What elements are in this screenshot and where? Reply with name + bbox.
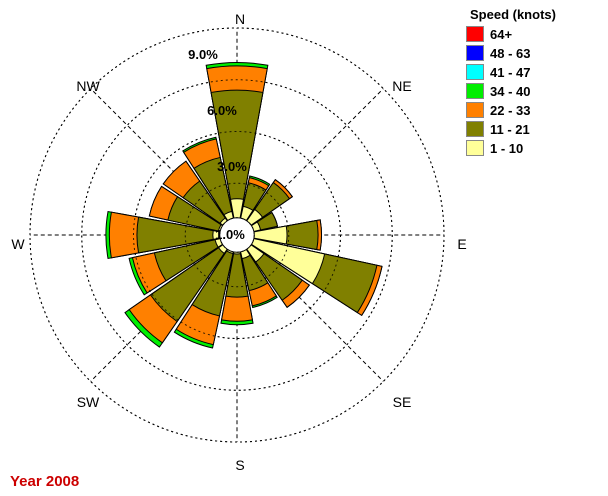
grid-ring-overlay bbox=[219, 217, 255, 253]
legend-label: 1 - 10 bbox=[490, 140, 524, 156]
legend-label: 41 - 47 bbox=[490, 64, 531, 80]
legend-title: Speed (knots) bbox=[470, 7, 556, 22]
ring-label: 6.0% bbox=[207, 103, 237, 118]
legend-item: 34 - 40 bbox=[466, 82, 586, 100]
legend-swatch bbox=[466, 45, 484, 61]
ring-label: 1.0% bbox=[215, 227, 245, 242]
legend-swatch bbox=[466, 140, 484, 156]
ring-label: 9.0% bbox=[188, 47, 218, 62]
legend-label: 64+ bbox=[490, 26, 513, 42]
sector-band bbox=[225, 234, 249, 298]
direction-label-s: S bbox=[235, 457, 244, 473]
legend-item: 22 - 33 bbox=[466, 101, 586, 119]
legend-swatch bbox=[466, 83, 484, 99]
rose-labels: N NE E SE S SW W NW 1.0% 3.0% 6.0% 9.0% bbox=[11, 11, 466, 473]
direction-label-nw: NW bbox=[76, 78, 100, 94]
footer-year: Year 2008 bbox=[10, 473, 80, 490]
legend-item: 48 - 63 bbox=[466, 44, 586, 62]
direction-label-se: SE bbox=[393, 394, 412, 410]
legend-swatch bbox=[466, 64, 484, 80]
legend-item: 41 - 47 bbox=[466, 63, 586, 81]
sector-band bbox=[191, 234, 238, 317]
legend-rows: 64+ 48 - 63 41 - 47 34 - 40 22 - 33 11 - 21 1 … bbox=[466, 25, 586, 157]
legend-swatch bbox=[466, 121, 484, 137]
legend-label: 22 - 33 bbox=[490, 102, 531, 118]
legend-item: 11 - 21 bbox=[466, 120, 586, 138]
ring-label: 3.0% bbox=[217, 159, 247, 174]
sector-band bbox=[153, 234, 238, 282]
rose-sectors bbox=[29, 27, 445, 443]
legend-label: 48 - 63 bbox=[490, 45, 531, 61]
sector-band bbox=[229, 198, 245, 236]
legend-swatch bbox=[466, 102, 484, 118]
legend-swatch bbox=[466, 26, 484, 42]
grid-ring-overlay bbox=[133, 131, 341, 339]
sector-band bbox=[149, 234, 238, 323]
grid-ring-overlay bbox=[81, 79, 393, 391]
direction-label-n: N bbox=[235, 11, 245, 27]
sector-band bbox=[236, 225, 288, 245]
legend-item: 1 - 10 bbox=[466, 139, 586, 157]
direction-label-sw: SW bbox=[77, 394, 100, 410]
legend: Speed (knots) 64+ 48 - 63 41 - 47 34 - 40 22… bbox=[466, 6, 586, 157]
sector-band bbox=[210, 89, 264, 236]
legend-label: 34 - 40 bbox=[490, 83, 531, 99]
legend-item: 64+ bbox=[466, 25, 586, 43]
sector-band bbox=[136, 216, 238, 254]
legend-label: 11 - 21 bbox=[490, 121, 530, 137]
direction-label-ne: NE bbox=[392, 78, 411, 94]
sector-band bbox=[167, 195, 238, 236]
grid-ring-overlay bbox=[184, 182, 290, 288]
direction-label-w: W bbox=[11, 236, 25, 252]
sector-band bbox=[236, 234, 326, 285]
direction-label-e: E bbox=[457, 236, 466, 252]
grid-ring-overlay bbox=[29, 27, 445, 443]
